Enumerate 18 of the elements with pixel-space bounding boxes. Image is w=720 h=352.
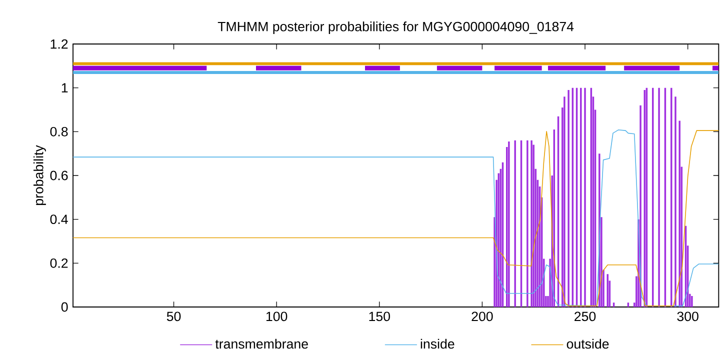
x-tick-label: 200: [472, 312, 493, 322]
x-tick-label: 100: [266, 312, 288, 322]
y-axis-title: probability: [34, 145, 46, 206]
x-tick-label: 50: [166, 312, 181, 322]
chart-title: TMHMM posterior probabilities for MGYG000004090_01874: [218, 22, 574, 34]
y-tick-label: 0.4: [50, 214, 68, 224]
y-tick-label: 0.8: [50, 126, 68, 136]
legend-label: transmembrane: [215, 338, 308, 349]
x-tick-label: 250: [574, 312, 596, 322]
y-tick-label: 1: [62, 83, 68, 92]
y-tick-label: 1.2: [50, 39, 68, 49]
x-tick-label: 300: [677, 312, 698, 322]
y-tick-label: 0.6: [50, 170, 68, 180]
legend-label: inside: [420, 338, 454, 349]
legend-label: outside: [566, 338, 609, 349]
x-tick-label: 150: [369, 312, 390, 322]
y-tick-label: 0: [61, 302, 68, 312]
y-tick-label: 0.2: [50, 258, 68, 268]
